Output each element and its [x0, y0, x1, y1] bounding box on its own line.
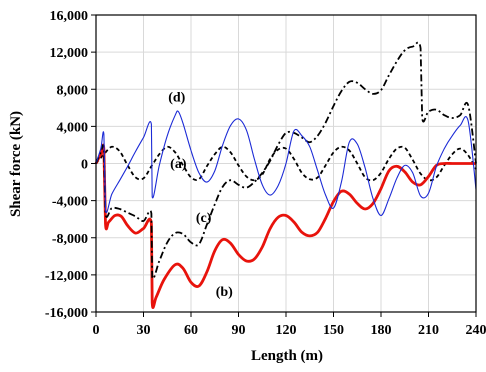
x-tick-label: 120 [276, 323, 297, 338]
y-axis-title: Shear force (kN) [8, 111, 24, 217]
x-axis-title: Length (m) [251, 348, 323, 364]
x-tick-label: 60 [184, 323, 198, 338]
y-tick-label: 16,000 [50, 9, 89, 24]
x-tick-label: 180 [371, 323, 392, 338]
series-label-a: (a) [170, 157, 187, 172]
x-tick-label: 90 [232, 323, 246, 338]
series-label-c: (c) [196, 211, 212, 226]
x-tick-label: 210 [418, 323, 439, 338]
labels: (a) (b) (c) (d) [168, 90, 233, 300]
y-tick-label: 0 [81, 158, 88, 173]
x-tick-label: 0 [93, 323, 100, 338]
y-tick-label: -4,000 [52, 195, 88, 210]
x-tick-label: 150 [323, 323, 344, 338]
x-tick-label: 240 [466, 323, 486, 338]
y-tick-label: 4,000 [57, 120, 89, 135]
y-tick-label: 8,000 [57, 83, 89, 98]
series-label-b: (b) [216, 285, 233, 300]
y-tick-label: 12,000 [50, 46, 89, 61]
y-tick-label: -12,000 [45, 269, 88, 284]
x-tick-label: 30 [137, 323, 151, 338]
y-tick-label: -8,000 [52, 232, 88, 247]
y-tick-label: -16,000 [45, 306, 88, 321]
series-label-d: (d) [168, 90, 185, 105]
